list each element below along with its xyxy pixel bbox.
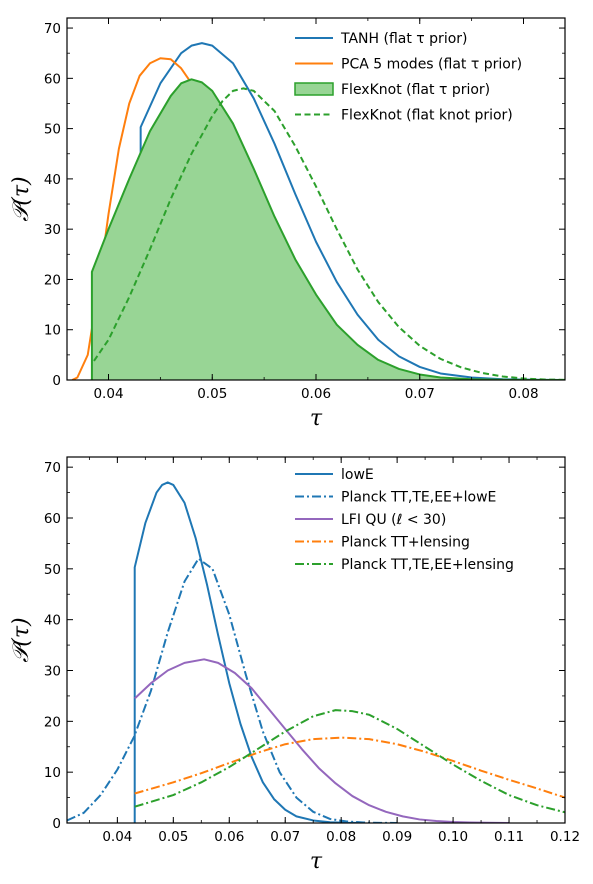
legend-swatch — [294, 82, 334, 96]
y-tick-label: 50 — [44, 122, 61, 138]
y-axis-label: 𝒫(τ) — [9, 617, 34, 662]
plot-area — [67, 481, 565, 823]
legend-label: FlexKnot (flat knot prior) — [341, 108, 513, 124]
y-tick-label: 70 — [44, 21, 61, 37]
y-axis-label: 𝒫(τ) — [9, 176, 34, 221]
y-tick-label: 40 — [44, 172, 61, 188]
y-tick-label: 10 — [44, 323, 61, 339]
x-tick-label: 0.09 — [382, 829, 412, 845]
x-tick-label: 0.12 — [550, 829, 580, 845]
legend-label: TANH (flat τ prior) — [340, 31, 468, 47]
x-tick-label: 0.07 — [270, 829, 300, 845]
y-tick-label: 40 — [44, 613, 61, 629]
legend-label: Planck TT,TE,EE+lowE — [341, 490, 496, 506]
x-tick-label: 0.05 — [158, 829, 188, 845]
bottom-panel: 0.04 0.05 0.06 0.07 0.08 0.09 0.10 0.11 0.12 0 10 2… — [9, 456, 580, 874]
series-line-0 — [139, 42, 565, 380]
y-tick-label: 10 — [44, 765, 61, 781]
series-line-4 — [134, 709, 565, 814]
y-tick-label: 60 — [44, 71, 61, 87]
y-tick-label: 0 — [52, 373, 61, 389]
legend: lowE Planck TT,TE,EE+lowE LFI QU (ℓ < 30) P… — [295, 467, 514, 573]
legend: TANH (flat τ prior) PCA 5 modes (flat τ p… — [294, 31, 522, 124]
plot-area — [71, 42, 565, 380]
x-tick-label: 0.08 — [508, 386, 538, 402]
y-tick-label: 20 — [44, 714, 61, 730]
y-tick-label: 20 — [44, 272, 61, 288]
series-line-3 — [93, 87, 565, 380]
legend-label: Planck TT+lensing — [341, 535, 470, 551]
x-tick-label: 0.05 — [197, 386, 227, 402]
series-line-2 — [134, 658, 510, 823]
y-tick-label: 30 — [44, 664, 61, 680]
x-tick-label: 0.04 — [102, 829, 132, 845]
x-tick-label: 0.10 — [438, 829, 468, 845]
y-tick-label: 60 — [44, 511, 61, 527]
legend-label: FlexKnot (flat τ prior) — [341, 82, 490, 98]
x-axis-label: τ — [310, 849, 323, 874]
x-tick-label: 0.06 — [301, 386, 331, 402]
x-tick-label: 0.11 — [494, 829, 524, 845]
x-tick-label: 0.06 — [214, 829, 244, 845]
top-panel: 0.04 0.05 0.06 0.07 0.08 0 10 20 30 40 50 60 70 τ 𝒫(τ)… — [9, 17, 566, 431]
x-axis-label: τ — [310, 406, 323, 431]
legend-label: Planck TT,TE,EE+lensing — [341, 557, 514, 573]
y-tick-label: 50 — [44, 562, 61, 578]
y-tick-label: 0 — [52, 816, 61, 832]
series-line-2 — [90, 78, 565, 380]
series-line-3 — [134, 736, 565, 799]
legend-label: LFI QU (ℓ < 30) — [341, 512, 446, 528]
legend-label: lowE — [341, 467, 374, 483]
series-line-0 — [133, 481, 364, 823]
y-tick-label: 30 — [44, 222, 61, 238]
y-tick-label: 70 — [44, 460, 61, 476]
x-tick-label: 0.07 — [405, 386, 435, 402]
series-fill-2 — [91, 79, 565, 380]
legend-label: PCA 5 modes (flat τ prior) — [341, 57, 522, 73]
x-tick-label: 0.04 — [93, 386, 123, 402]
x-tick-label: 0.08 — [326, 829, 356, 845]
axes-frame — [66, 456, 566, 824]
